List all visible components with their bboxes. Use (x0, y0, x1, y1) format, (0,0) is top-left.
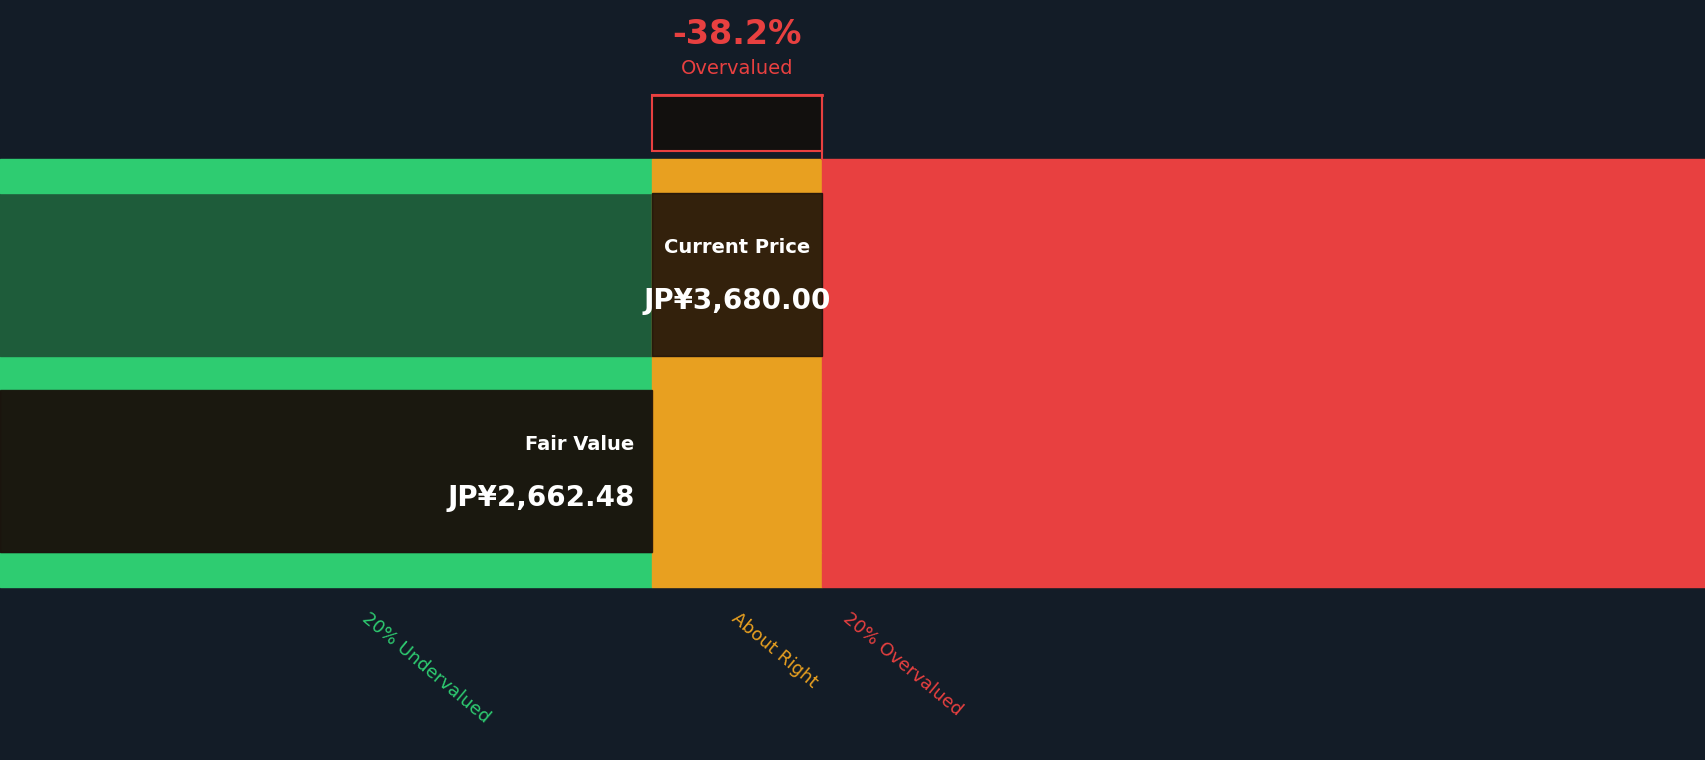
Text: Current Price: Current Price (663, 239, 810, 258)
Bar (651, 193, 822, 356)
Text: JP¥2,662.48: JP¥2,662.48 (447, 483, 634, 511)
Bar (0, 553, 651, 587)
Bar (822, 159, 1705, 193)
Bar (0, 356, 651, 390)
Bar (651, 553, 822, 587)
Bar (0, 193, 651, 356)
Text: 20% Overvalued: 20% Overvalued (839, 610, 965, 719)
Text: About Right: About Right (728, 610, 822, 692)
Bar (822, 356, 1705, 390)
Text: Overvalued: Overvalued (680, 59, 793, 78)
Bar (0, 390, 651, 553)
Text: 20% Undervalued: 20% Undervalued (358, 610, 493, 727)
Bar (651, 193, 822, 356)
Bar (822, 193, 1705, 356)
Bar (651, 94, 822, 151)
Bar (651, 159, 822, 193)
Bar (822, 553, 1705, 587)
Bar (822, 390, 1705, 553)
Text: Fair Value: Fair Value (525, 435, 634, 454)
Text: JP¥3,680.00: JP¥3,680.00 (643, 287, 830, 315)
Bar (0, 159, 651, 193)
Bar (0, 390, 651, 553)
Bar (651, 390, 822, 553)
Bar (651, 356, 822, 390)
Text: -38.2%: -38.2% (672, 17, 801, 51)
